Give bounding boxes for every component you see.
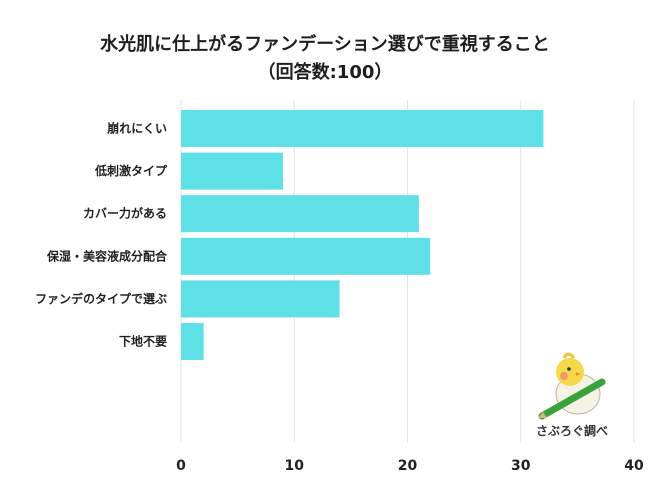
category-label: 崩れにくい bbox=[107, 121, 167, 136]
category-label: ファンデのタイプで選ぶ bbox=[35, 291, 167, 306]
bird-with-pencil-icon bbox=[538, 352, 606, 420]
x-tick-label: 0 bbox=[176, 458, 186, 474]
bar bbox=[181, 237, 431, 275]
x-tick-label: 10 bbox=[285, 458, 305, 474]
x-tick-label: 20 bbox=[398, 458, 418, 474]
chart-title: 水光肌に仕上がるファンデーション選びで重視すること bbox=[100, 34, 550, 55]
logo: さぶろぐ調べ bbox=[528, 352, 616, 442]
category-label: 低刺激タイプ bbox=[94, 163, 168, 178]
x-tick-label: 40 bbox=[624, 458, 644, 474]
category-label: カバー力がある bbox=[83, 206, 167, 221]
bar bbox=[181, 195, 419, 233]
bar bbox=[181, 110, 544, 147]
x-tick-label: 30 bbox=[511, 458, 531, 474]
category-label: 下地不要 bbox=[119, 334, 167, 349]
category-label: 保湿・美容液成分配合 bbox=[46, 248, 168, 263]
bar bbox=[181, 323, 204, 360]
bar bbox=[181, 152, 283, 190]
logo-text: さぶろぐ調べ bbox=[535, 424, 608, 438]
bar bbox=[181, 280, 340, 318]
chart-subtitle: （回答数:100） bbox=[257, 62, 393, 83]
